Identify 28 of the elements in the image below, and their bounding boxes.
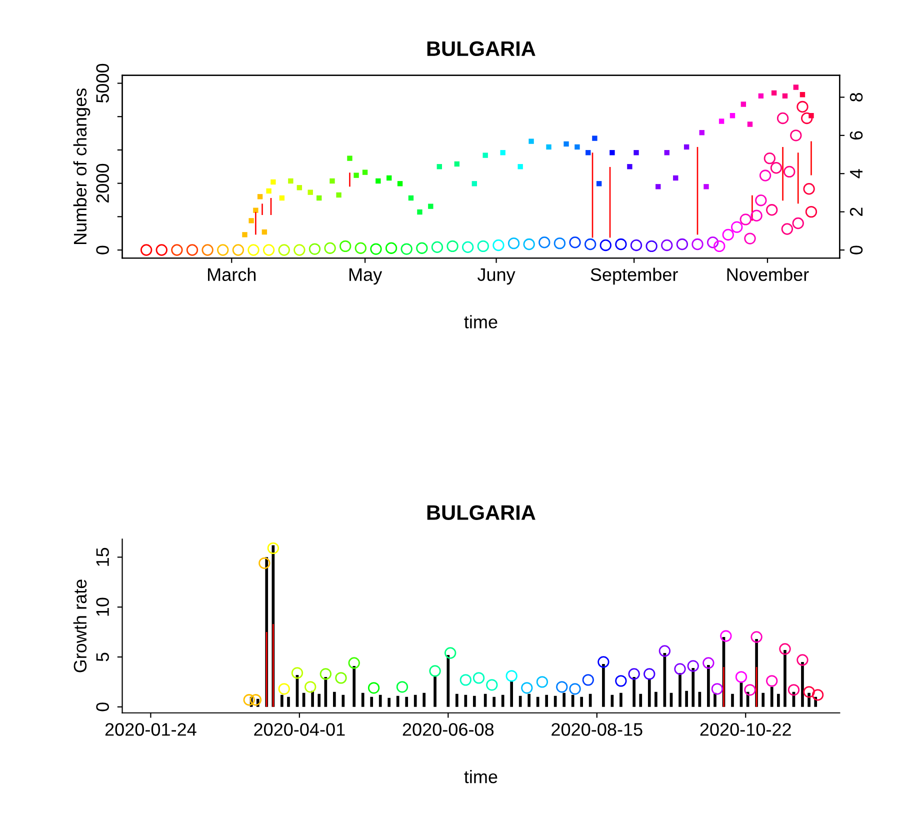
x-tick-label: November bbox=[727, 268, 809, 282]
chart-title: BULGARIA bbox=[427, 505, 536, 520]
y-tick-label: 5 bbox=[96, 652, 109, 662]
y2-tick-label: 4 bbox=[850, 169, 862, 178]
x-tick-label: March bbox=[208, 268, 256, 282]
x-tick-label: 2020-08-15 bbox=[552, 723, 642, 736]
y2-tick-label: 0 bbox=[850, 246, 863, 254]
y2-tick-label: 8 bbox=[850, 92, 863, 102]
y-tick-label: 2000 bbox=[96, 164, 109, 202]
x-tick-label: 2020-04-01 bbox=[254, 723, 345, 736]
y-axis-title: Growth rate bbox=[73, 580, 87, 672]
x-tick-label: 2020-01-24 bbox=[105, 723, 196, 736]
x-tick-label: 2020-10-22 bbox=[700, 723, 791, 736]
y-tick-label: 0 bbox=[96, 702, 109, 712]
x-tick-label: May bbox=[349, 268, 382, 285]
chart-title: BULGARIA bbox=[427, 41, 536, 56]
y2-tick-label: 6 bbox=[850, 131, 863, 140]
x-tick-label: Juny bbox=[477, 268, 516, 285]
x-tick-label: September bbox=[590, 268, 678, 285]
y-tick-label: 10 bbox=[96, 598, 109, 616]
x-axis-title: time bbox=[464, 770, 498, 784]
y-tick-label: 5000 bbox=[96, 64, 109, 103]
x-tick-label: 2020-06-08 bbox=[402, 723, 494, 736]
y-tick-label: 0 bbox=[96, 246, 109, 254]
y2-tick-label: 2 bbox=[850, 208, 862, 216]
x-axis-title: time bbox=[464, 315, 498, 328]
y-tick-label: 15 bbox=[96, 548, 109, 566]
y-axis-title: Number of changes bbox=[73, 88, 90, 244]
